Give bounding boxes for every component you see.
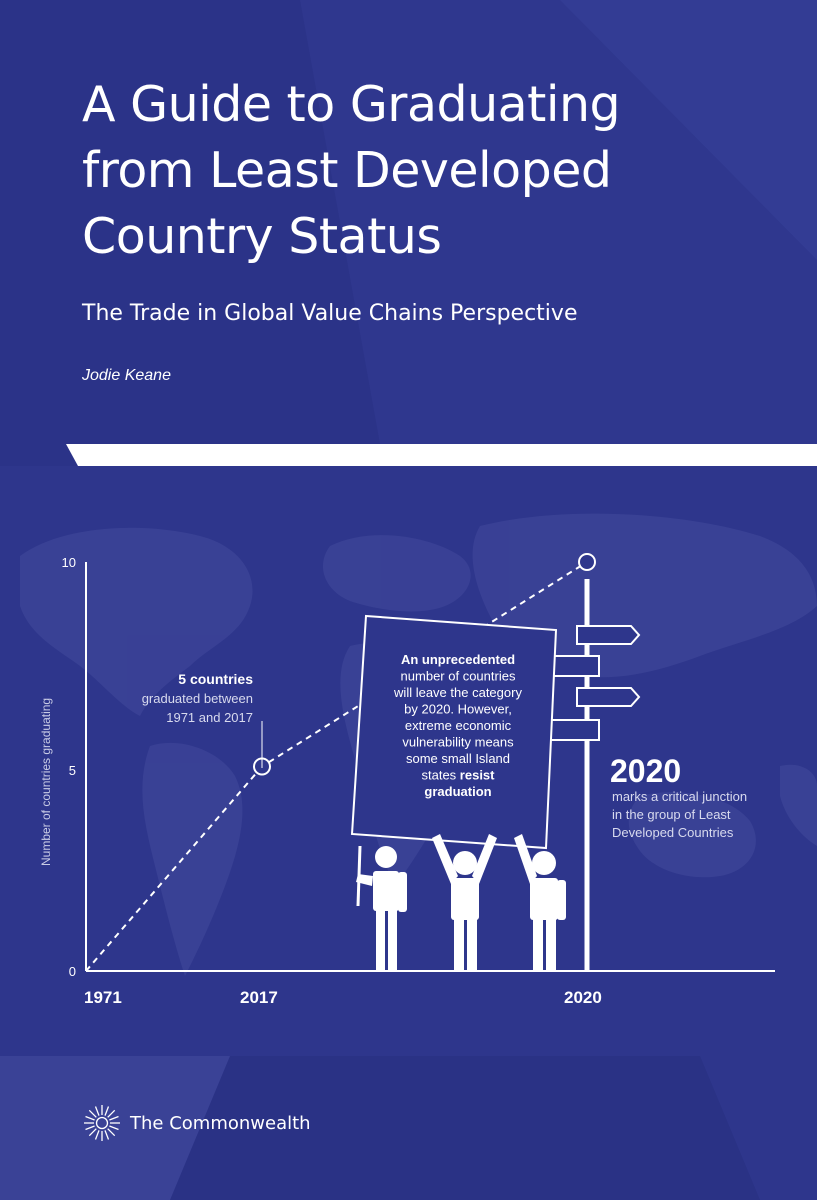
sign-line-8: states resist (422, 768, 496, 783)
sign-line-6: vulnerability means (402, 735, 514, 750)
sign-line-4: by 2020. However, (404, 702, 512, 717)
signpost-arrow-right-1 (576, 625, 641, 645)
callout-2017-line-1: graduated between (142, 691, 253, 706)
signpost-arrow-right-2 (576, 687, 641, 707)
callout-2017-heading: 5 countries (178, 671, 253, 687)
y-tick-5: 5 (69, 763, 76, 778)
graduation-chart: Number of countries graduating 10 5 0 19… (20, 513, 817, 1007)
callout-2020-heading: 2020 (610, 753, 681, 789)
sign-text: An unprecedented number of countrieswill … (393, 652, 522, 799)
page-subtitle: The Trade in Global Value Chains Perspec… (82, 301, 578, 326)
sign-board (350, 614, 558, 850)
sign-line-9: graduation (424, 784, 491, 799)
page-title: A Guide to Graduating from Least Develop… (82, 76, 621, 265)
sign-line-2: number of countries (401, 669, 516, 684)
figure-middle (432, 834, 497, 971)
figure-right (514, 834, 566, 971)
data-point-2020 (578, 553, 596, 571)
y-tick-0: 0 (69, 964, 76, 979)
sign-line-5: extreme economic (405, 718, 512, 733)
footer (0, 1056, 817, 1200)
protester-figures (356, 834, 566, 971)
sign-line-3: will leave the category (393, 685, 522, 700)
x-tick-2020: 2020 (564, 988, 602, 1007)
white-divider-band (0, 444, 817, 466)
commonwealth-emblem-icon (84, 1105, 120, 1141)
author-name: Jodie Keane (82, 367, 171, 384)
callout-2020-line-3: Developed Countries (612, 825, 734, 840)
callout-2020-line-1: marks a critical junction (612, 789, 747, 804)
infographic-panel: Number of countries graduating 10 5 0 19… (0, 466, 817, 1056)
publisher-name: The Commonwealth (130, 1112, 311, 1134)
protest-sign: An unprecedented number of countrieswill … (350, 614, 558, 850)
sign-line-7: some small Island (406, 751, 510, 766)
sign-line-1: An unprecedented (401, 652, 515, 667)
x-tick-2017: 2017 (240, 988, 278, 1007)
callout-2017-line-2: 1971 and 2017 (166, 710, 253, 725)
y-tick-10: 10 (62, 555, 76, 570)
publisher-logo: The Commonwealth (82, 1103, 311, 1143)
x-tick-1971: 1971 (84, 988, 122, 1007)
y-axis-label: Number of countries graduating (39, 698, 53, 866)
callout-2020-line-2: in the group of Least (612, 807, 731, 822)
figure-left (356, 845, 407, 971)
